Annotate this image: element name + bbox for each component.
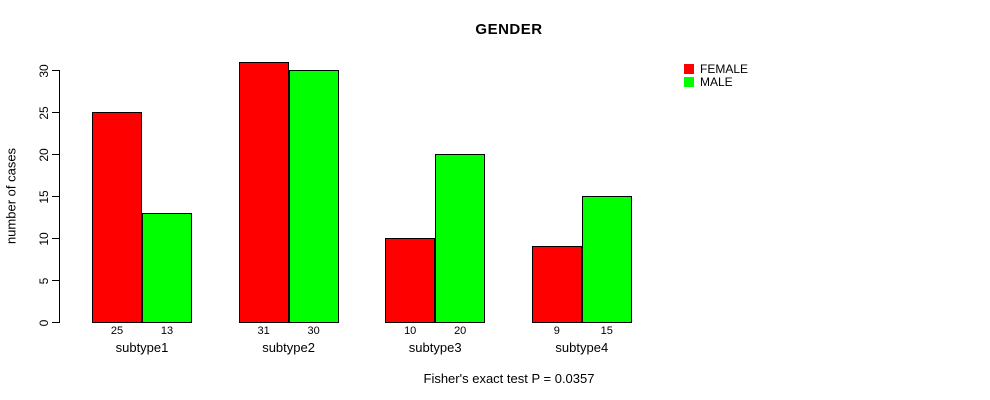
bar-value-label: 31 xyxy=(257,325,270,337)
legend-item-male: MALE xyxy=(684,74,748,89)
y-axis-line xyxy=(59,70,60,323)
bar-value-label: 13 xyxy=(160,325,174,337)
y-tick-mark xyxy=(52,196,59,197)
bar-value-label: 9 xyxy=(553,325,560,337)
y-tick-mark xyxy=(52,112,59,113)
legend: FEMALE MALE xyxy=(684,61,749,89)
y-tick-mark xyxy=(52,238,59,239)
bar-value-label: 15 xyxy=(600,325,613,337)
annotation-text: Fisher's exact test P = 0.0357 xyxy=(423,371,595,386)
bar-subtype4-female xyxy=(531,246,582,323)
bar-value-label: 20 xyxy=(454,325,467,337)
bar-subtype2-male xyxy=(288,70,339,323)
bar-subtype3-female xyxy=(385,238,436,323)
category-label: subtype1 xyxy=(115,340,169,355)
bar-subtype2-female xyxy=(238,61,289,323)
legend-item-female: FEMALE xyxy=(684,61,749,76)
category-label: subtype3 xyxy=(408,340,462,355)
y-tick-mark xyxy=(52,280,59,281)
bar-subtype4-male xyxy=(581,196,632,323)
bar-value-label: 30 xyxy=(307,325,320,337)
category-label: subtype2 xyxy=(262,340,315,355)
bar-value-label: 10 xyxy=(404,325,417,337)
bar-subtype1-male xyxy=(142,212,192,323)
legend-label-male: MALE xyxy=(700,74,733,89)
y-tick-label: 5 xyxy=(37,277,51,284)
y-tick-label: 10 xyxy=(37,231,51,246)
category-label: subtype4 xyxy=(555,340,609,355)
y-tick-mark xyxy=(52,322,59,323)
chart-title: GENDER xyxy=(475,21,543,38)
y-tick-label: 0 xyxy=(37,319,51,326)
y-tick-mark xyxy=(52,70,59,71)
female-color-swatch xyxy=(684,63,694,74)
y-axis-label: number of cases xyxy=(3,147,19,245)
bar-subtype3-male xyxy=(435,154,486,323)
y-tick-mark xyxy=(52,154,59,155)
y-tick-label: 30 xyxy=(37,63,51,78)
y-tick-label: 25 xyxy=(37,105,51,120)
bar-value-label: 25 xyxy=(110,325,124,337)
bar-subtype1-female xyxy=(92,112,142,323)
y-tick-label: 15 xyxy=(37,189,51,204)
legend-label-female: FEMALE xyxy=(700,61,749,76)
y-tick-label: 20 xyxy=(37,147,51,162)
male-color-swatch xyxy=(684,76,694,87)
